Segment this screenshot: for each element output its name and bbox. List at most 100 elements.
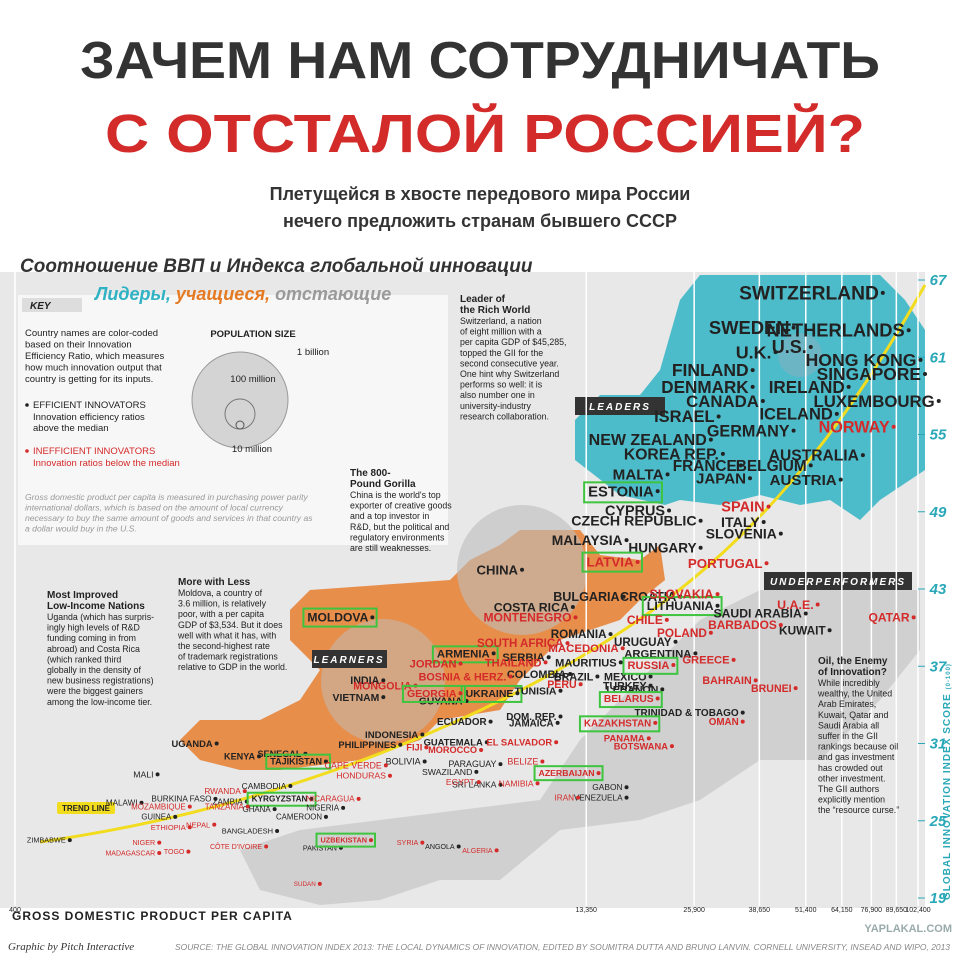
annotation-text: university-industry (460, 401, 531, 411)
country-dot (498, 762, 503, 767)
population-label: 10 million (232, 444, 272, 455)
country-dot (368, 838, 373, 843)
country-dot (648, 674, 653, 679)
country-label: CYPRUS (605, 504, 665, 520)
country-label: U.S. (772, 337, 807, 357)
country-label: ECUADOR (437, 717, 487, 728)
country-label: KAZAKHSTAN (584, 718, 651, 729)
country-dot (808, 463, 813, 468)
country-dot (708, 630, 713, 635)
zone-label-box (312, 650, 387, 668)
country-dot (791, 325, 796, 330)
country-dot (565, 641, 570, 646)
country-label: PARAGUAY (448, 759, 496, 769)
population-bubble (778, 333, 822, 377)
country-dot (664, 617, 669, 622)
country-label: MOZAMBIQUE (131, 802, 186, 811)
country-dot (918, 357, 923, 362)
country-label: OMAN (709, 717, 739, 728)
y-tick-label: 61 (930, 349, 947, 366)
country-label: BANGLADESH (222, 827, 273, 836)
annotation-text: regulatory environments (350, 532, 445, 542)
country-dot (546, 655, 551, 660)
highlight-box (583, 481, 663, 504)
annotation-text: new business registrations) (47, 676, 154, 686)
leaders-zone (575, 275, 925, 520)
country-label: TOGO (164, 849, 185, 856)
y-axis-note: (0-100) (946, 663, 952, 689)
zone-label-box (575, 397, 665, 415)
country-dot (515, 691, 520, 696)
country-dot (653, 720, 658, 725)
country-label: COSTA RICA (494, 600, 569, 614)
country-dot (618, 660, 623, 665)
key-text: Innovation ratios below the median (33, 458, 180, 469)
key-text: Country names are color-coded (25, 328, 158, 339)
country-label: NEW ZEALAND (589, 432, 707, 449)
annotation-text: Kuwait, Qatar and (818, 710, 889, 720)
country-label: MONGOLIA (353, 680, 412, 692)
country-label: CAMBODIA (242, 781, 287, 791)
country-dot (484, 740, 489, 745)
country-label: JORDAN (410, 659, 457, 671)
country-label: MALI (133, 769, 153, 779)
annotation-text: of trademark registrations (178, 652, 278, 662)
country-dot (212, 822, 217, 827)
country-dot (370, 615, 375, 620)
y-tick-label: 67 (930, 272, 947, 289)
population-label: 1 billion (297, 347, 329, 358)
country-dot (356, 796, 361, 801)
key-text: based on their Innovation (25, 340, 132, 351)
country-label: LATVIA (587, 555, 634, 570)
country-dot (778, 623, 783, 628)
country-label: BOSNIA & HERZ. (419, 671, 507, 683)
country-label: IRAN (555, 793, 575, 802)
country-label: EL SALVADOR (487, 736, 553, 747)
country-label: RUSSIA (627, 660, 669, 672)
highlight-box (581, 551, 643, 573)
country-dot (157, 840, 162, 845)
x-tick-label: 64,150 (831, 907, 853, 914)
country-label: LUXEMBOURG (814, 392, 935, 411)
country-label: RWANDA (204, 786, 241, 796)
key-text: above the median (33, 423, 109, 434)
country-dot (558, 714, 563, 719)
annotation-title: Pound Gorilla (350, 479, 416, 490)
annotation-title: Leader of (460, 294, 506, 305)
country-label: INDONESIA (365, 730, 418, 741)
zone-label: LEARNERS (313, 655, 384, 666)
country-label: BRUNEI (751, 683, 792, 695)
country-label: JAPAN (696, 471, 746, 488)
country-label: MOROCCO (428, 745, 477, 755)
highlight-box (302, 607, 378, 628)
x-tick-label: 400 (9, 907, 21, 914)
country-label: SAUDI ARABIA (714, 607, 802, 621)
country-dot (420, 732, 425, 737)
country-label: UZBEKISTAN (321, 836, 367, 845)
country-label: GHANA (243, 805, 272, 814)
annotation-text: While incredibly (818, 678, 880, 688)
zone-label: LEADERS (589, 402, 651, 413)
y-tick-label: 31 (930, 736, 947, 753)
country-label: PERU (547, 679, 576, 691)
country-label: ZAMBIA (213, 797, 244, 806)
country-dot (568, 671, 573, 676)
country-label: TUNISIA (515, 685, 557, 697)
country-label: TAJIKISTAN (270, 757, 322, 767)
country-label: MALAYSIA (552, 533, 623, 548)
population-title: POPULATION SIZE (210, 329, 295, 340)
y-axis-label: GLOBAL INNOVATION INDEX SCORE (0-100) (942, 663, 953, 900)
country-label: SWEDEN (709, 317, 790, 338)
country-label: BOLIVIA (386, 757, 421, 767)
country-dot (891, 424, 896, 429)
country-label: NIGERIA (306, 804, 340, 813)
annotation-title: of Innovation? (818, 667, 887, 678)
annotation-text: are still weaknesses. (350, 543, 431, 553)
country-label: DENMARK (661, 378, 749, 397)
annotation-text: ingly high levels of R&D (47, 623, 140, 633)
y-tick-label: 43 (929, 581, 947, 598)
country-dot (479, 747, 484, 752)
annotation-text: per capita GDP of $45,285, (460, 337, 566, 347)
country-dot (424, 745, 429, 750)
